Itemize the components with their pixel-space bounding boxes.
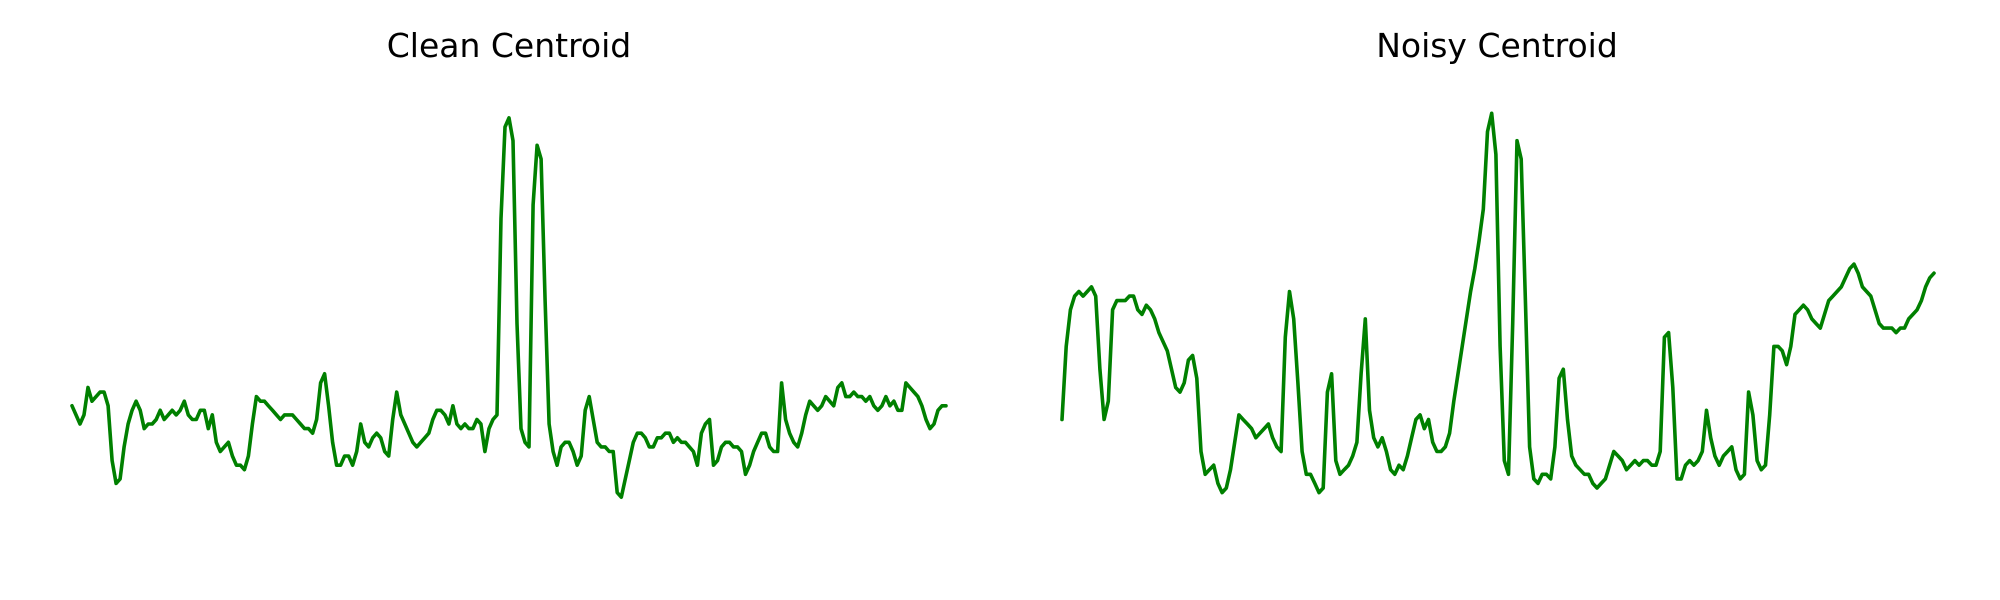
noisy-centroid-line <box>1060 111 1936 495</box>
panel-title-clean: Clean Centroid <box>387 26 632 65</box>
clean-centroid-line <box>70 116 948 500</box>
panel-clean-centroid: Clean Centroid <box>70 26 948 500</box>
panel-title-noisy: Noisy Centroid <box>1376 26 1618 65</box>
panel-noisy-centroid: Noisy Centroid <box>1060 26 1936 495</box>
